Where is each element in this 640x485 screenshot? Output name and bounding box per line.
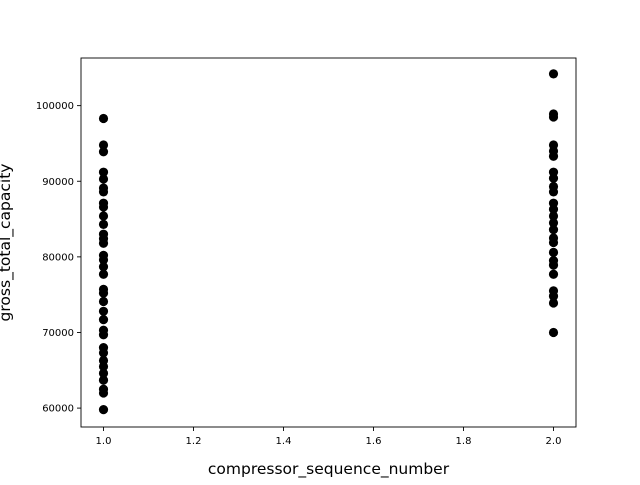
- data-point: [548, 204, 559, 214]
- x-tick-label: 2.0: [546, 436, 562, 447]
- data-point: [98, 187, 109, 197]
- data-point: [548, 218, 559, 228]
- y-tick-label: 70000: [42, 328, 74, 339]
- y-tick-label: 60000: [42, 404, 74, 415]
- x-tick-label: 1.2: [186, 436, 202, 447]
- data-point: [98, 167, 109, 177]
- data-point: [98, 140, 109, 150]
- data-point: [98, 315, 109, 325]
- data-point: [548, 187, 559, 197]
- x-tick-label: 1.8: [456, 436, 472, 447]
- data-point: [548, 298, 559, 308]
- data-point: [98, 405, 109, 415]
- data-point: [548, 151, 559, 161]
- data-point: [548, 260, 559, 270]
- data-point: [548, 225, 559, 235]
- data-point: [98, 147, 109, 157]
- x-axis-ticks: 1.0 1.2 1.4 1.6 1.8 2.0: [96, 427, 562, 447]
- data-point: [98, 269, 109, 279]
- data-point: [548, 247, 559, 257]
- data-point: [98, 211, 109, 221]
- data-point: [548, 211, 559, 221]
- data-point: [548, 327, 559, 338]
- data-point: [98, 375, 109, 385]
- data-point: [98, 174, 109, 184]
- data-point: [98, 296, 109, 307]
- data-point: [98, 238, 109, 248]
- data-point: [98, 288, 109, 298]
- y-axis-label: gross_total_capacity: [0, 164, 15, 322]
- data-point: [98, 262, 109, 272]
- y-tick-label: 100000: [36, 101, 74, 112]
- y-tick-label: 80000: [42, 252, 74, 263]
- data-point: [98, 306, 109, 316]
- data-point: [98, 219, 109, 229]
- data-point: [98, 361, 109, 372]
- data-point: [98, 388, 109, 398]
- y-axis-ticks: 60000 70000 80000 90000 100000: [36, 101, 81, 415]
- data-point: [98, 255, 109, 265]
- data-point: [548, 112, 559, 122]
- data-point: [98, 113, 109, 124]
- x-tick-label: 1.6: [366, 436, 382, 447]
- y-tick-label: 90000: [42, 177, 74, 188]
- data-points: [98, 69, 559, 415]
- data-point: [548, 69, 559, 79]
- data-point: [548, 291, 559, 301]
- data-point: [98, 368, 109, 378]
- x-axis-label: compressor_sequence_number: [208, 460, 450, 479]
- x-tick-label: 1.4: [276, 436, 292, 447]
- data-point: [548, 237, 559, 248]
- data-point: [98, 202, 109, 212]
- data-point: [98, 330, 109, 340]
- data-point: [548, 173, 559, 183]
- data-point: [548, 269, 559, 279]
- plot-frame: [80, 57, 577, 428]
- x-tick-label: 1.0: [96, 436, 112, 447]
- data-point: [98, 348, 109, 358]
